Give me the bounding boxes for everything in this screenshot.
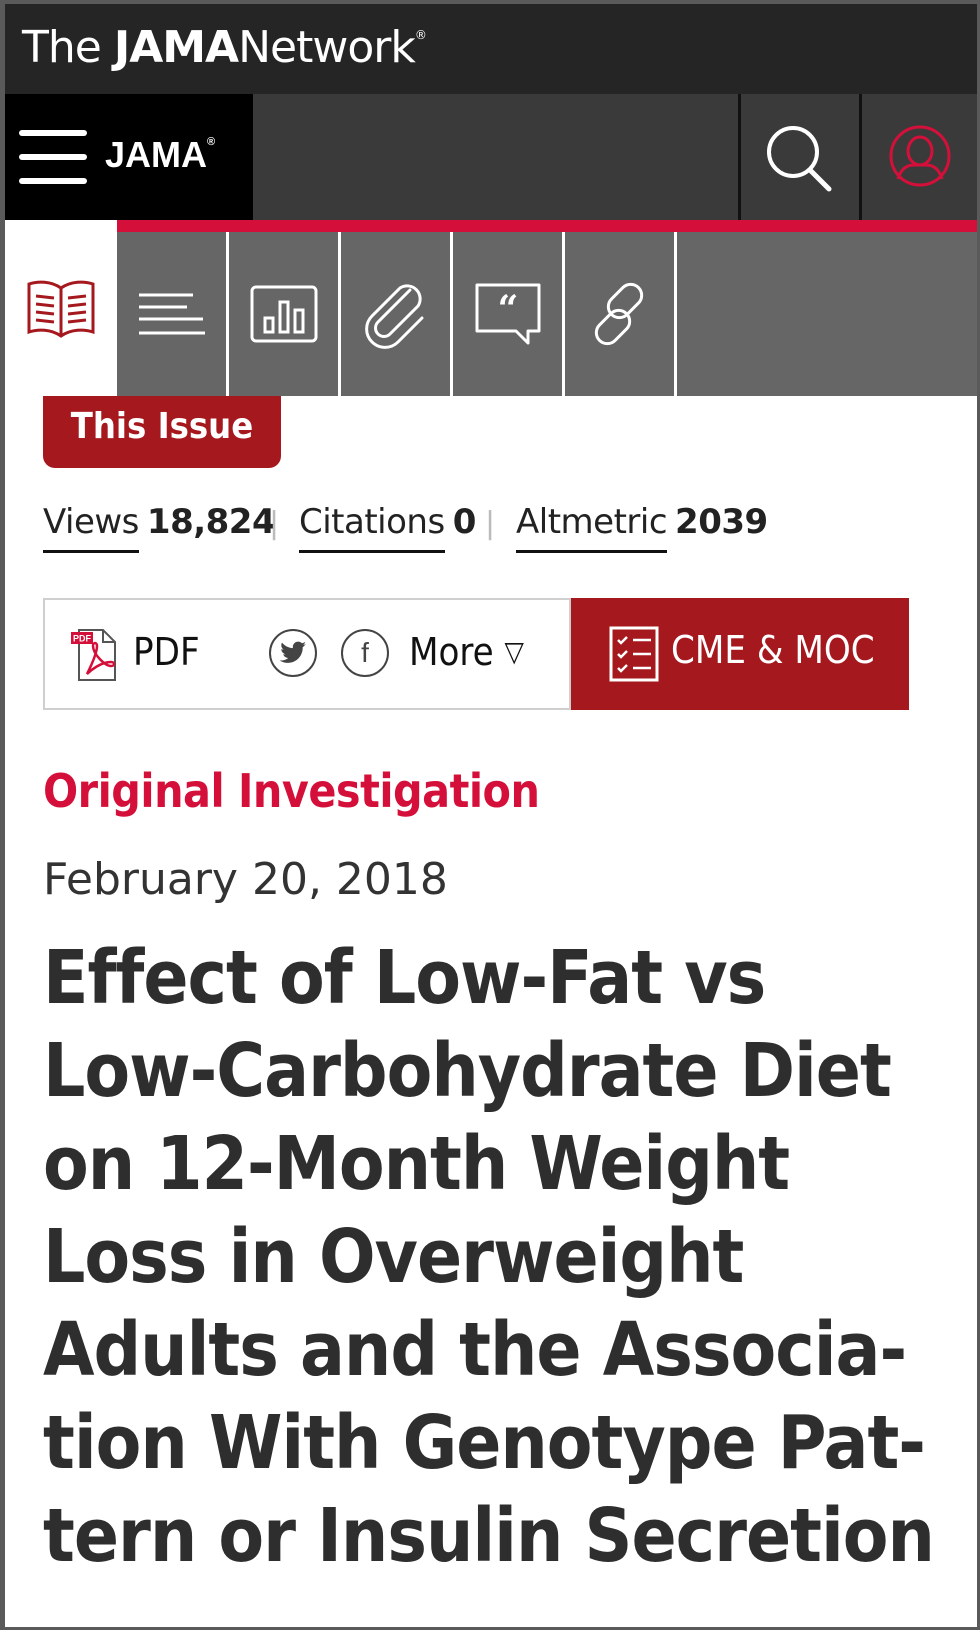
jama-logo-text: JAMA (105, 134, 208, 175)
jama-registered-mark: ® (207, 136, 216, 148)
cme-moc-label: CME & MOC (671, 628, 875, 672)
views-label: Views (43, 502, 139, 553)
chain-link-icon (594, 282, 643, 346)
bar-chart-icon (250, 285, 317, 343)
tool-sections[interactable] (117, 232, 229, 396)
network-title-prefix: The (22, 22, 102, 73)
tool-related[interactable] (565, 232, 677, 396)
pdf-label: PDF (133, 630, 200, 674)
title-line: Effect of Low-Fat vs (43, 935, 766, 1021)
network-logo[interactable]: The JAMANetwork® (22, 22, 427, 73)
twitter-bird-icon (279, 641, 306, 663)
network-title-strong: JAMA (113, 22, 239, 73)
title-line: tion With Genotype Pat- (43, 1400, 926, 1486)
checklist-icon (609, 626, 659, 682)
metric-citations[interactable]: Citations 0 (299, 502, 476, 553)
this-issue-button[interactable]: This Issue (43, 396, 281, 468)
pdf-icon: PDF (71, 629, 116, 681)
paperclip-icon (364, 284, 423, 349)
metric-separator: | (485, 506, 496, 541)
more-label: More (409, 630, 494, 674)
tool-supplements[interactable] (341, 232, 453, 396)
article-type-label[interactable]: Original Investigation (43, 764, 540, 818)
lines-icon (138, 293, 205, 335)
tool-article[interactable] (5, 220, 117, 396)
open-book-icon (27, 280, 95, 338)
title-line: on 12-Month Weight (43, 1121, 790, 1207)
tool-figures[interactable] (229, 232, 341, 396)
jama-logo[interactable]: JAMA® (105, 134, 215, 176)
metric-separator: | (269, 506, 280, 541)
user-account-button[interactable] (859, 94, 977, 220)
title-line: tern or Insulin Secretion (43, 1493, 935, 1579)
svg-text:“: “ (497, 288, 518, 330)
title-line: Adults and the Associa- (43, 1307, 907, 1393)
article-title: Effect of Low-Fat vs Low-Carbohydrate Di… (43, 932, 943, 1583)
article-tools-bar: “ (5, 220, 977, 396)
search-button[interactable] (738, 94, 857, 220)
more-share-button[interactable]: More ▽ (409, 630, 524, 674)
network-registered-mark: ® (414, 28, 427, 42)
page-frame: The JAMANetwork® JAMA® (5, 4, 977, 1627)
search-icon (767, 126, 832, 192)
user-icon (889, 125, 951, 187)
title-line: Loss in Overweight (43, 1214, 744, 1300)
network-title-suffix: Network (238, 22, 416, 73)
citations-label: Citations (299, 502, 445, 553)
network-header: The JAMANetwork® (5, 4, 977, 94)
journal-brand-block: JAMA® (5, 94, 253, 220)
quote-bubble-icon: “ (475, 283, 540, 345)
cme-moc-button[interactable]: CME & MOC (571, 598, 909, 710)
facebook-f-icon: f (361, 637, 369, 668)
altmetric-label: Altmetric (516, 502, 668, 553)
twitter-button[interactable] (269, 629, 317, 677)
chevron-down-icon: ▽ (504, 635, 524, 668)
facebook-button[interactable]: f (341, 629, 389, 677)
pdf-button[interactable]: PDF PDF (43, 598, 229, 710)
accent-strip (117, 220, 977, 232)
hamburger-menu-icon[interactable] (19, 130, 89, 184)
citations-value: 0 (452, 502, 477, 542)
pdf-icon-label: PDF (73, 634, 92, 644)
article-actions: PDF PDF f More ▽ (43, 598, 909, 710)
views-value: 18,824 (146, 502, 276, 542)
metric-views[interactable]: Views 18,824 (43, 502, 276, 553)
metric-altmetric[interactable]: Altmetric 2039 (516, 502, 768, 553)
article-date: February 20, 2018 (43, 854, 448, 905)
tool-comments[interactable]: “ (453, 232, 565, 396)
title-line: Low-Carbohydrate Diet (43, 1028, 892, 1114)
journal-header: JAMA® (5, 94, 977, 220)
altmetric-value: 2039 (675, 502, 768, 542)
share-toolbar: f More ▽ (225, 598, 571, 710)
